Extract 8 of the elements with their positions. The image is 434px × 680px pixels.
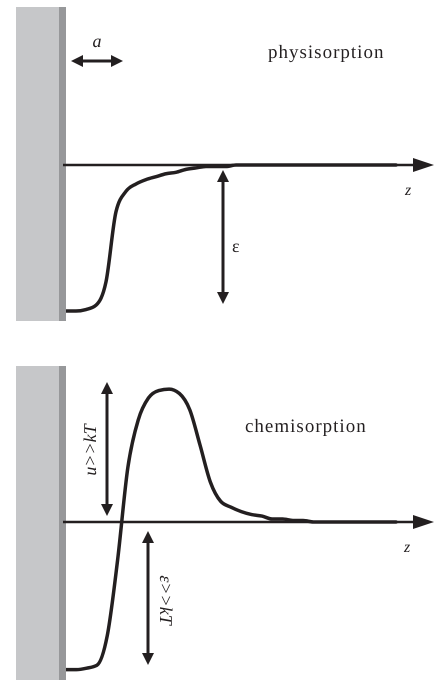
- annotation: ε: [232, 236, 240, 256]
- chart-title: physisorption: [268, 42, 384, 63]
- text: chemisorption: [245, 416, 367, 437]
- annotation: ε>>kT: [156, 575, 176, 627]
- text: a: [92, 31, 102, 51]
- annotation: u>>kT: [80, 422, 100, 476]
- x-axis-title: z: [404, 182, 412, 199]
- x-axis-title: z: [403, 538, 411, 556]
